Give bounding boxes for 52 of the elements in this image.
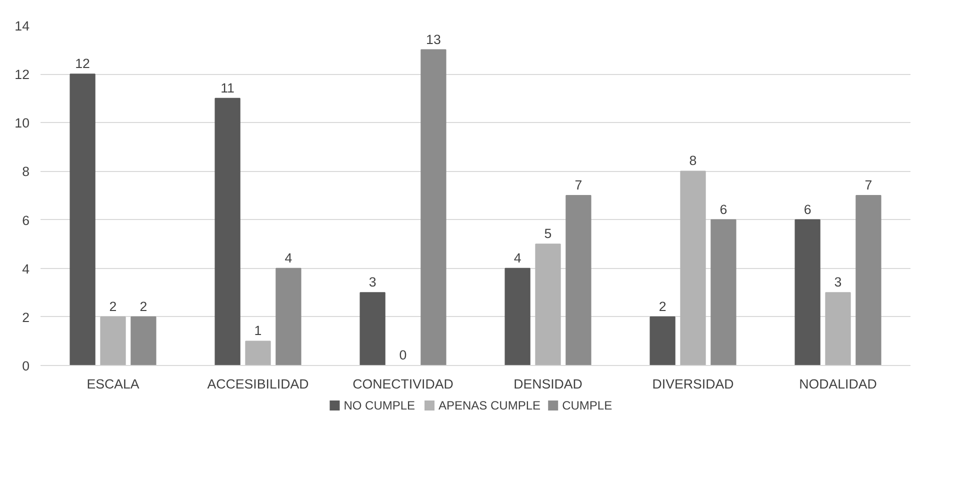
legend-label: CUMPLE xyxy=(562,398,612,412)
bar xyxy=(825,292,851,366)
data-label: 7 xyxy=(574,178,582,192)
legend-label: APENAS CUMPLE xyxy=(438,398,541,412)
data-label: 3 xyxy=(368,274,376,290)
bar xyxy=(535,244,561,366)
y-tick-label: 0 xyxy=(22,358,30,374)
bar xyxy=(504,268,530,366)
data-label: 5 xyxy=(544,226,552,242)
legend-label: NO CUMPLE xyxy=(344,398,416,412)
data-label: 12 xyxy=(75,56,90,72)
bar xyxy=(856,195,882,366)
bar xyxy=(245,340,271,366)
data-label: 2 xyxy=(658,298,666,314)
bar xyxy=(420,49,446,366)
y-tick-label: 2 xyxy=(22,310,30,325)
data-label: 11 xyxy=(220,80,234,96)
data-label: 0 xyxy=(399,348,407,362)
data-label: 8 xyxy=(689,153,697,168)
bar xyxy=(650,316,676,366)
bar xyxy=(794,219,820,366)
x-tick-label: DENSIDAD xyxy=(514,376,582,392)
data-label: 4 xyxy=(284,250,293,266)
y-tick-label: 12 xyxy=(14,67,30,82)
data-label: 6 xyxy=(720,202,728,217)
data-label: 1 xyxy=(254,323,262,338)
data-label: 4 xyxy=(514,250,522,266)
bar xyxy=(276,268,302,366)
x-tick-label: DIVERSIDAD xyxy=(652,376,734,392)
bar xyxy=(100,316,126,366)
x-tick-label: ESCALA xyxy=(86,376,140,392)
bar xyxy=(130,316,156,366)
y-tick-label: 14 xyxy=(14,18,30,34)
y-tick-label: 4 xyxy=(22,261,30,276)
bar xyxy=(710,219,736,366)
data-label: 2 xyxy=(140,298,148,314)
y-tick-label: 8 xyxy=(22,164,30,180)
data-label: 7 xyxy=(864,178,872,192)
bar xyxy=(360,292,386,366)
x-tick-label: NODALIDAD xyxy=(799,376,877,392)
bar xyxy=(680,170,706,366)
data-label: 3 xyxy=(834,274,842,290)
data-label: 2 xyxy=(109,298,117,314)
data-label: 13 xyxy=(426,32,441,47)
x-tick-label: CONECTIVIDAD xyxy=(352,376,454,392)
bar xyxy=(70,74,96,366)
bar xyxy=(566,195,592,366)
y-tick-label: 6 xyxy=(22,212,30,228)
data-label: 6 xyxy=(804,202,812,217)
x-tick-label: ACCESIBILIDAD xyxy=(207,376,309,392)
bar xyxy=(214,98,240,366)
y-tick-label: 10 xyxy=(14,116,30,131)
